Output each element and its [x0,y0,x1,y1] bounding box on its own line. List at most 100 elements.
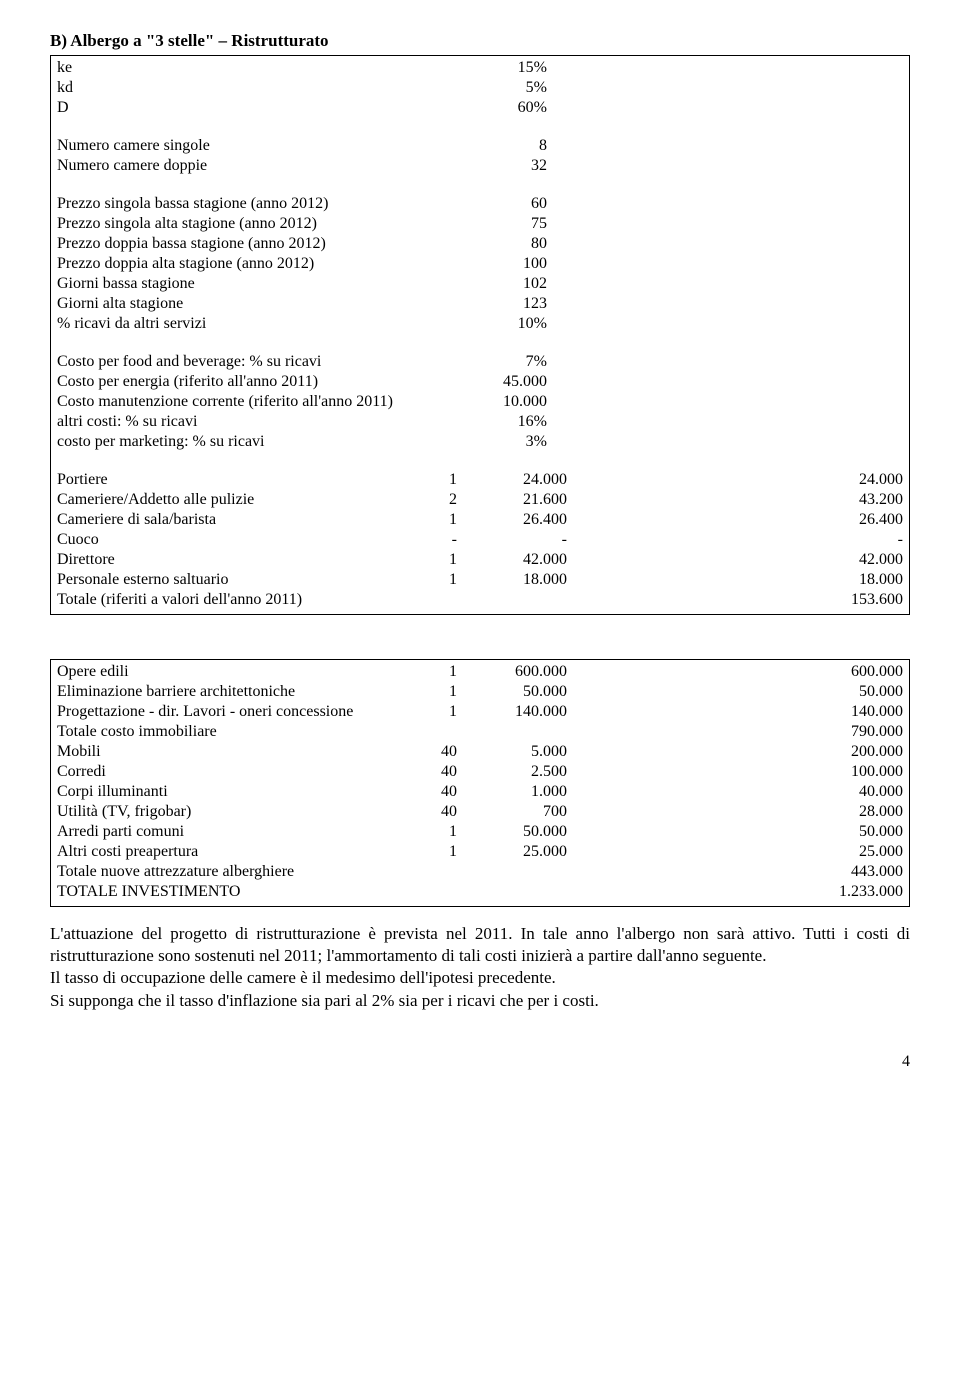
row-label: Prezzo doppia bassa stagione (anno 2012) [57,234,477,254]
row-label: Mobili [57,742,397,762]
row-value: 60% [477,98,547,118]
row-value: 10.000 [477,392,547,412]
row-unit: 50.000 [457,682,567,702]
row-value: 16% [477,412,547,432]
row-total: 24.000 [567,470,903,490]
data-row: Personale esterno saltuario118.00018.000 [57,570,903,590]
row-unit: - [457,530,567,550]
row-label: Utilità (TV, frigobar) [57,802,397,822]
data-row: Prezzo doppia alta stagione (anno 2012)1… [57,254,903,274]
row-unit: 50.000 [457,822,567,842]
row-value: 60 [477,194,547,214]
data-row: % ricavi da altri servizi10% [57,314,903,334]
data-row: ke15% [57,58,903,78]
row-unit: 26.400 [457,510,567,530]
row-label: Corpi illuminanti [57,782,397,802]
row-value: 15% [477,58,547,78]
data-row: Corpi illuminanti401.00040.000 [57,782,903,802]
row-qty: 1 [397,842,457,862]
row-label: Numero camere singole [57,136,477,156]
row-value: 80 [477,234,547,254]
row-label: Totale nuove attrezzature alberghiere [57,862,397,882]
row-label: altri costi: % su ricavi [57,412,477,432]
paragraph-2: Il tasso di occupazione delle camere è i… [50,967,910,989]
data-row: Costo per energia (riferito all'anno 201… [57,372,903,392]
row-total: 100.000 [567,762,903,782]
row-total: 40.000 [567,782,903,802]
row-qty: 40 [397,802,457,822]
row-label: Prezzo singola alta stagione (anno 2012) [57,214,477,234]
row-label: Progettazione - dir. Lavori - oneri conc… [57,702,397,722]
row-qty: 1 [397,682,457,702]
row-label: Personale esterno saltuario [57,570,397,590]
row-total: 140.000 [567,702,903,722]
row-total: 25.000 [567,842,903,862]
row-total: 18.000 [567,570,903,590]
investment-box: Opere edili1600.000600.000Eliminazione b… [50,659,910,907]
row-total: 50.000 [567,682,903,702]
row-label: ke [57,58,477,78]
row-label: costo per marketing: % su ricavi [57,432,477,452]
row-qty: 1 [397,570,457,590]
data-row: Direttore142.00042.000 [57,550,903,570]
row-label: Cuoco [57,530,397,550]
row-total: 28.000 [567,802,903,822]
row-qty: 1 [397,550,457,570]
row-qty: 1 [397,662,457,682]
row-unit: 24.000 [457,470,567,490]
data-row: Portiere124.00024.000 [57,470,903,490]
data-row: Prezzo singola alta stagione (anno 2012)… [57,214,903,234]
row-qty: 1 [397,822,457,842]
row-value: 75 [477,214,547,234]
data-row: altri costi: % su ricavi16% [57,412,903,432]
row-qty: 1 [397,470,457,490]
row-total: 153.600 [567,590,903,610]
data-row: Costo per food and beverage: % su ricavi… [57,352,903,372]
row-value: 7% [477,352,547,372]
data-row: Costo manutenzione corrente (riferito al… [57,392,903,412]
row-value: 5% [477,78,547,98]
data-row: kd5% [57,78,903,98]
data-row: Prezzo doppia bassa stagione (anno 2012)… [57,234,903,254]
row-label: Costo per food and beverage: % su ricavi [57,352,477,372]
section-title: B) Albergo a "3 stelle" – Ristrutturato [50,30,910,51]
row-qty: 40 [397,742,457,762]
row-label: Costo per energia (riferito all'anno 201… [57,372,477,392]
data-row: Progettazione - dir. Lavori - oneri conc… [57,702,903,722]
row-unit: 140.000 [457,702,567,722]
data-row: Altri costi preapertura125.00025.000 [57,842,903,862]
row-unit: 18.000 [457,570,567,590]
data-row: Giorni alta stagione123 [57,294,903,314]
row-label: Altri costi preapertura [57,842,397,862]
row-label: Costo manutenzione corrente (riferito al… [57,392,477,412]
row-label: Arredi parti comuni [57,822,397,842]
row-total: 790.000 [567,722,903,742]
row-value: 123 [477,294,547,314]
row-total: 43.200 [567,490,903,510]
row-label: Totale (riferiti a valori dell'anno 2011… [57,590,397,610]
page-number: 4 [50,1052,910,1072]
row-total: 600.000 [567,662,903,682]
row-value: 10% [477,314,547,334]
row-label: Prezzo doppia alta stagione (anno 2012) [57,254,477,274]
data-row: D60% [57,98,903,118]
row-label: Prezzo singola bassa stagione (anno 2012… [57,194,477,214]
row-qty: 1 [397,702,457,722]
row-value: 3% [477,432,547,452]
row-qty: 40 [397,782,457,802]
row-value: 32 [477,156,547,176]
row-unit: 1.000 [457,782,567,802]
row-total: 50.000 [567,822,903,842]
row-unit: 2.500 [457,762,567,782]
row-label: Eliminazione barriere architettoniche [57,682,397,702]
row-label: Giorni alta stagione [57,294,477,314]
row-total: - [567,530,903,550]
data-row: Numero camere doppie32 [57,156,903,176]
row-value: 102 [477,274,547,294]
row-unit: 600.000 [457,662,567,682]
data-row: Totale costo immobiliare790.000 [57,722,903,742]
data-row: Totale nuove attrezzature alberghiere443… [57,862,903,882]
row-unit: 700 [457,802,567,822]
row-unit: 25.000 [457,842,567,862]
row-total: 26.400 [567,510,903,530]
